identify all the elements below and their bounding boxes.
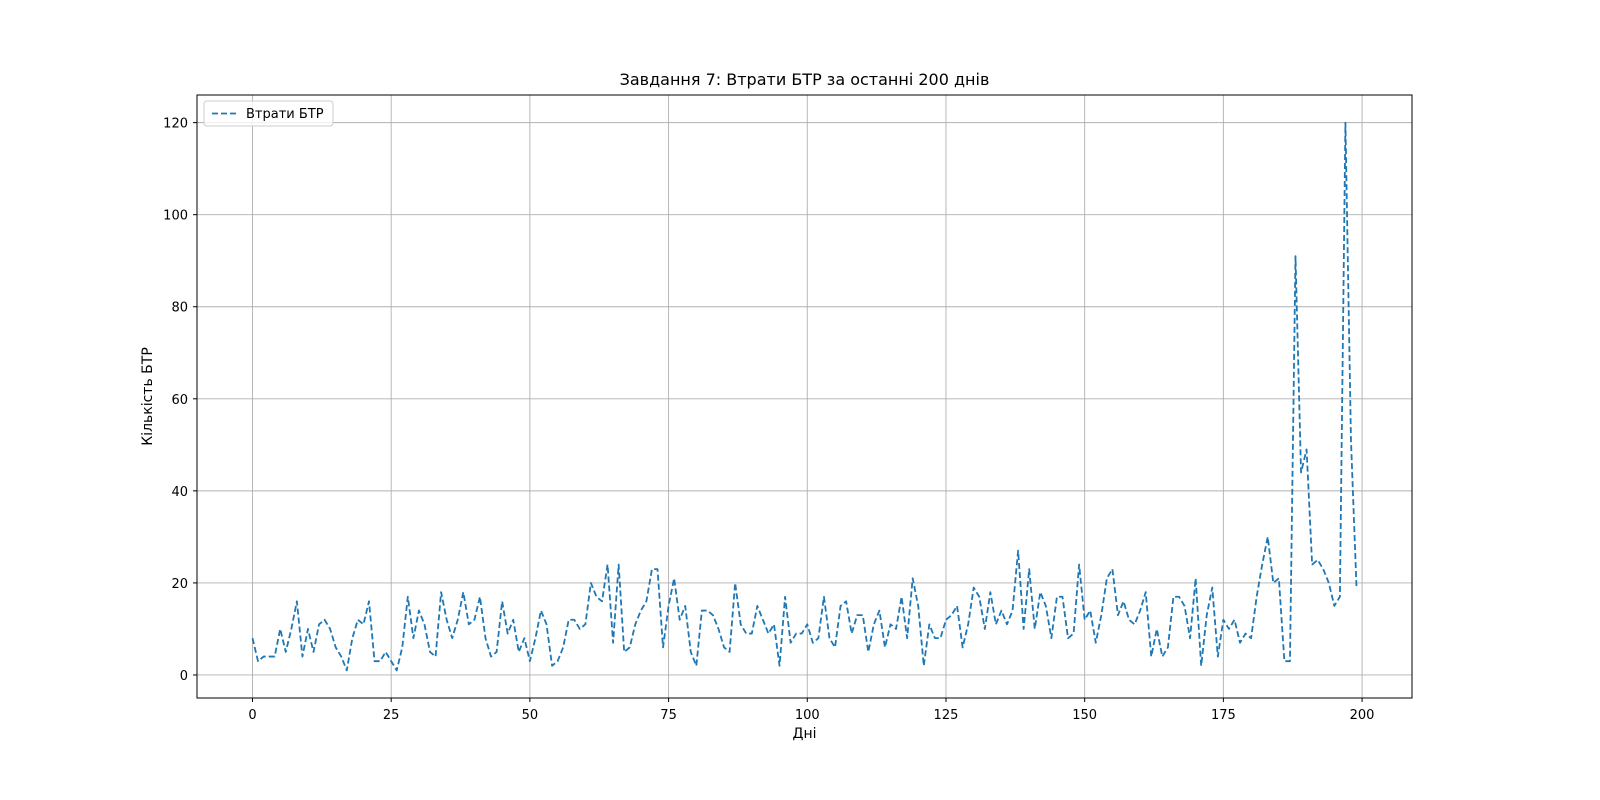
x-tick-label: 175 bbox=[1211, 708, 1236, 723]
y-axis-label: Кількість БТР bbox=[140, 347, 156, 446]
x-tick-label: 150 bbox=[1072, 708, 1097, 723]
x-tick-label: 75 bbox=[660, 708, 677, 723]
y-tick-label: 80 bbox=[171, 301, 188, 316]
x-axis: 0 25 50 75 100 125 150 175 200 bbox=[248, 698, 1374, 723]
x-tick-label: 200 bbox=[1350, 708, 1375, 723]
legend-box bbox=[203, 100, 334, 127]
x-axis-label: Дні bbox=[793, 726, 817, 742]
chart-title: Завдання 7: Втрати БТР за останні 200 дн… bbox=[620, 70, 990, 89]
x-tick-label: 125 bbox=[934, 708, 959, 723]
series-layer bbox=[251, 121, 1358, 672]
y-tick-label: 60 bbox=[171, 393, 188, 408]
y-tick-label: 40 bbox=[171, 485, 188, 500]
y-axis: 0 20 40 60 80 100 120 bbox=[163, 117, 197, 684]
x-tick-label: 50 bbox=[522, 708, 539, 723]
y-tick-label: 0 bbox=[180, 669, 188, 684]
x-tick-label: 100 bbox=[795, 708, 820, 723]
x-tick-label: 25 bbox=[383, 708, 400, 723]
plot-area bbox=[197, 95, 1412, 698]
legend-entry-label: Втрати БТР bbox=[246, 107, 324, 122]
y-tick-label: 100 bbox=[163, 209, 188, 224]
plot-frame bbox=[196, 94, 1413, 699]
y-tick-label: 120 bbox=[163, 117, 188, 132]
y-tick-label: 20 bbox=[171, 577, 188, 592]
x-tick-label: 0 bbox=[248, 708, 256, 723]
grid bbox=[197, 95, 1412, 698]
series-line bbox=[251, 121, 1358, 672]
legend: Втрати БТР bbox=[203, 100, 334, 127]
